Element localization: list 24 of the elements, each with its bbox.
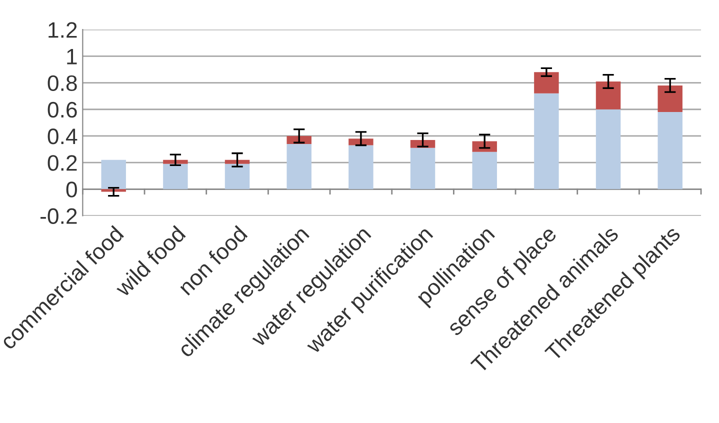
y-tick-label: -0.2 <box>40 208 77 224</box>
bar <box>224 160 250 164</box>
y-tick-label: 0.6 <box>48 102 77 118</box>
bar <box>163 160 188 164</box>
bar <box>163 164 188 190</box>
y-tick-label: 1 <box>67 48 77 64</box>
bar <box>348 145 374 190</box>
y-tick-label: 0.8 <box>48 75 77 92</box>
bar <box>224 164 250 190</box>
y-tick-label: 0.2 <box>48 155 77 171</box>
bar <box>534 72 559 94</box>
bar <box>410 148 436 190</box>
bar <box>101 189 126 192</box>
bar <box>101 160 126 190</box>
bar <box>596 109 621 190</box>
bar <box>658 112 682 190</box>
y-tick-label: 1.2 <box>48 22 77 38</box>
y-tick-label: 0.4 <box>48 128 78 144</box>
bar <box>596 81 621 110</box>
bar <box>658 85 682 112</box>
bar <box>534 93 559 190</box>
y-tick-label: 0 <box>66 182 77 198</box>
bar <box>472 152 497 190</box>
bar <box>286 144 312 190</box>
